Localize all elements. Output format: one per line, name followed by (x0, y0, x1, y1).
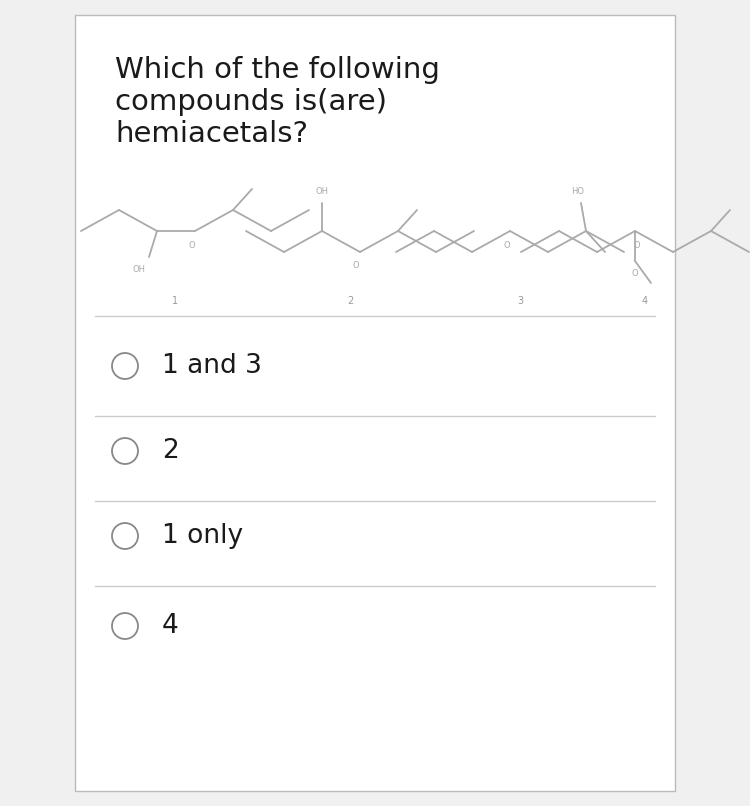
Text: 1 and 3: 1 and 3 (162, 353, 262, 379)
Text: O: O (504, 240, 510, 250)
Text: Which of the following: Which of the following (115, 56, 439, 84)
Text: O: O (189, 240, 195, 250)
Bar (75, 15, 675, 791)
Text: 2: 2 (162, 438, 178, 464)
Text: O: O (632, 269, 638, 279)
Circle shape (112, 438, 138, 464)
Text: 2: 2 (346, 296, 353, 306)
Text: 3: 3 (517, 296, 523, 306)
Text: compounds is(are): compounds is(are) (115, 88, 387, 116)
Circle shape (112, 613, 138, 639)
Text: O: O (352, 261, 359, 271)
Text: OH: OH (133, 264, 146, 273)
Text: OH: OH (316, 186, 328, 196)
Circle shape (112, 523, 138, 549)
Text: 4: 4 (642, 296, 648, 306)
Text: 4: 4 (162, 613, 178, 639)
Text: 1 only: 1 only (162, 523, 243, 549)
Text: hemiacetals?: hemiacetals? (115, 120, 308, 148)
Text: 1: 1 (172, 296, 178, 306)
Circle shape (112, 353, 138, 379)
Text: HO: HO (572, 186, 584, 196)
Text: O: O (634, 240, 640, 250)
